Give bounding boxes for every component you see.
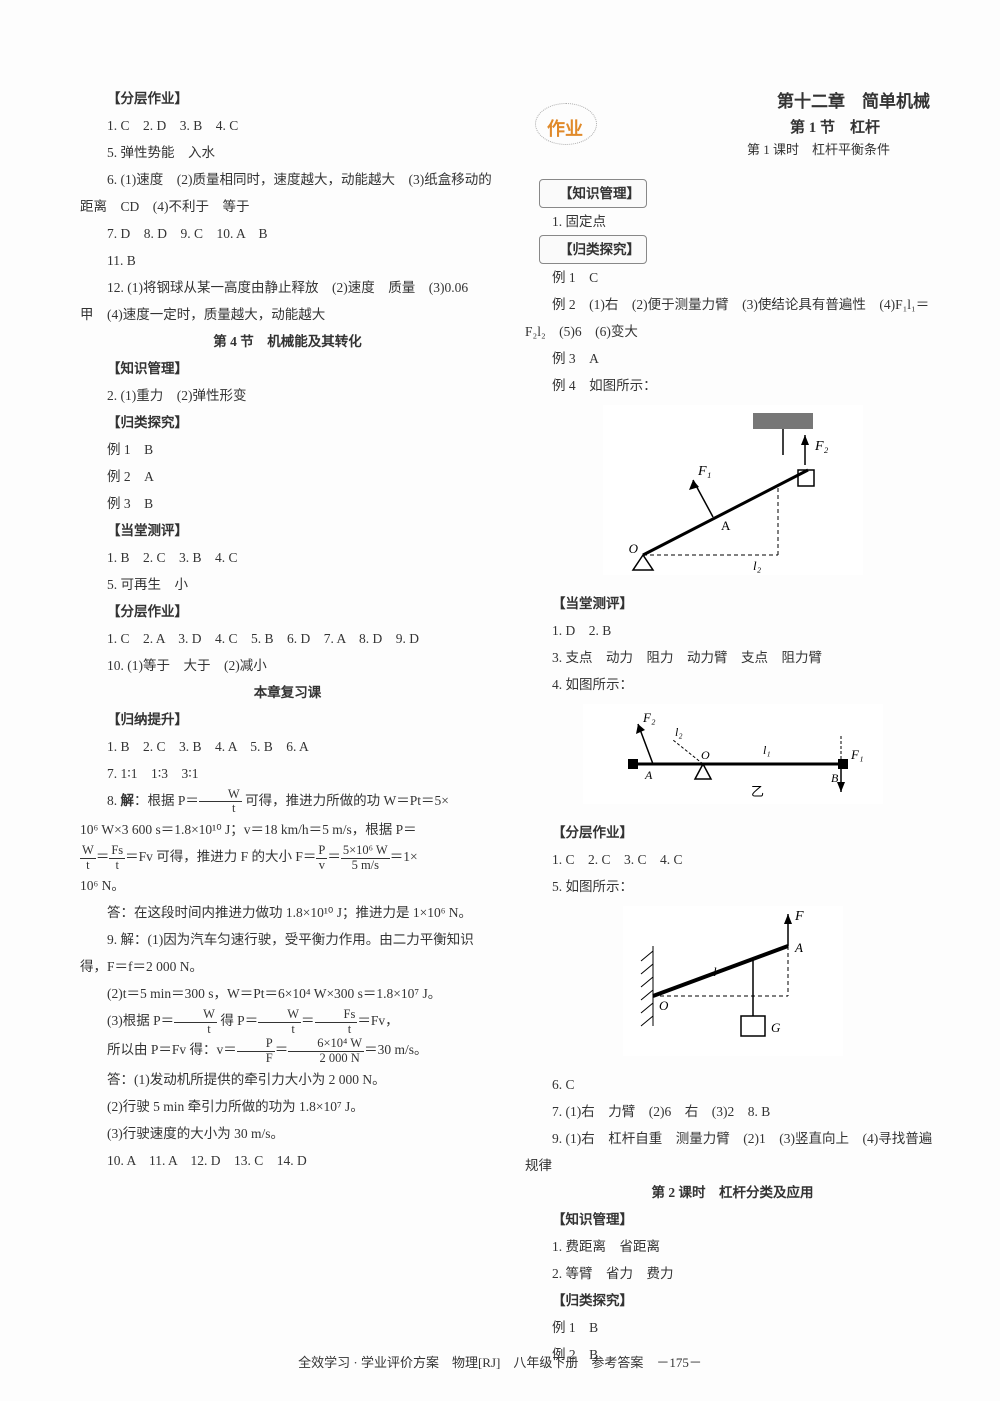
heading-zhishi: 【知识管理】	[525, 1206, 940, 1233]
svg-text:l: l	[713, 964, 717, 979]
page-footer: 全效学习 · 学业评价方案 物理[RJ] 八年级下册 参考答案 －175－	[0, 1352, 1000, 1371]
text-line: 3. 支点 动力 阻力 动力臂 支点 阻力臂	[525, 644, 940, 671]
heading-fenceng: 【分层作业】	[525, 819, 940, 846]
text-line: 2. 等臂 省力 费力	[525, 1260, 940, 1287]
text-line: 9. (1)右 杠杆自重 测量力臂 (2)1 (3)竖直向上 (4)寻找普遍规律	[525, 1125, 940, 1179]
text-line: 11. B	[80, 247, 495, 274]
text-line: 1. D 2. B	[525, 617, 940, 644]
heading-guilei-box: 【归类探究】	[525, 235, 940, 264]
svg-text:乙: 乙	[751, 784, 764, 799]
svg-text:l₂: l₂	[675, 725, 683, 739]
svg-text:O: O	[659, 998, 669, 1013]
text-line: 12. (1)将钢球从某一高度由静止释放 (2)速度 质量 (3)0.06 甲 …	[80, 274, 495, 328]
figure-lever-2: F₂ F₁ O A B l₂ l₁ 乙	[525, 704, 940, 813]
heading-dangtang: 【当堂测评】	[525, 590, 940, 617]
text-line: 6. C	[525, 1071, 940, 1098]
svg-text:A: A	[721, 518, 731, 533]
solution-q8c: Wt＝Fst＝Fv 可得，推进力 F 的大小 F＝Pv＝5×10⁶ W5 m/s…	[80, 843, 495, 872]
svg-text:F₂: F₂	[642, 710, 656, 725]
answer-q9b: (2)行驶 5 min 牵引力所做的功为 1.8×10⁷ J。	[80, 1093, 495, 1120]
example-line: 例 2 A	[80, 463, 495, 490]
chapter-header: 作业 第十二章 简单机械 第 1 节 杠杆 第 1 课时 杠杆平衡条件	[525, 85, 940, 175]
lesson-title: 第 1 课时 杠杆平衡条件	[747, 137, 890, 163]
text-line: 6. (1)速度 (2)质量相同时，速度越大，动能越大 (3)纸盒移动的距离 C…	[80, 166, 495, 220]
svg-text:O: O	[701, 748, 710, 762]
heading-zhishi-box: 【知识管理】	[525, 179, 940, 208]
text-line: 1. B 2. C 3. B 4. A 5. B 6. A	[80, 733, 495, 760]
heading-fenceng: 【分层作业】	[80, 85, 495, 112]
figure-lever-3: F A O l G	[525, 906, 940, 1065]
review-title: 本章复习课	[80, 679, 495, 706]
solution-q9: 9. 解：(1)因为汽车匀速行驶，受平衡力作用。由二力平衡知识得，F＝f＝2 0…	[80, 926, 495, 980]
answer-q8: 答：在这段时间内推进力做功 1.8×10¹⁰ J；推进力是 1×10⁶ N。	[80, 899, 495, 926]
right-column: 作业 第十二章 简单机械 第 1 节 杠杆 第 1 课时 杠杆平衡条件 【知识管…	[525, 85, 940, 1368]
example-line: 例 3 B	[80, 490, 495, 517]
left-column: 【分层作业】 1. C 2. D 3. B 4. C 5. 弹性势能 入水 6.…	[80, 85, 495, 1368]
text-line: 7. D 8. D 9. C 10. A B	[80, 220, 495, 247]
text-line: 7. (1)右 力臂 (2)6 右 (3)2 8. B	[525, 1098, 940, 1125]
text-line: 5. 可再生 小	[80, 571, 495, 598]
svg-text:O: O	[628, 541, 638, 556]
heading-dangtang: 【当堂测评】	[80, 517, 495, 544]
example-line: 例 1 C	[525, 264, 940, 291]
badge-text: 作业	[547, 111, 583, 147]
badge-graphic: 作业	[525, 95, 645, 165]
section-title: 第 4 节 机械能及其转化	[80, 328, 495, 355]
svg-text:B: B	[831, 771, 839, 785]
text-line: 10. A 11. A 12. D 13. C 14. D	[80, 1147, 495, 1174]
solution-q9d: 所以由 P＝Fv 得：v＝PF＝6×10⁴ W2 000 N＝30 m/s。	[80, 1036, 495, 1065]
heading-guina: 【归纳提升】	[80, 706, 495, 733]
heading-guilei: 【归类探究】	[525, 1287, 940, 1314]
svg-text:l₁: l₁	[763, 743, 771, 757]
heading-guilei: 【归类探究】	[80, 409, 495, 436]
answer-q9a: 答：(1)发动机所提供的牵引力大小为 2 000 N。	[80, 1066, 495, 1093]
svg-text:F₂: F₂	[814, 439, 829, 454]
text-line: 5. 弹性势能 入水	[80, 139, 495, 166]
example-line: 例 2 (1)右 (2)便于测量力臂 (3)使结论具有普遍性 (4)F₁l₁＝F…	[525, 291, 940, 345]
text-line: 7. 1∶1 1∶3 3∶1	[80, 760, 495, 787]
heading-fenceng: 【分层作业】	[80, 598, 495, 625]
text-line: 1. B 2. C 3. B 4. C	[80, 544, 495, 571]
solution-q8d: 10⁶ N。	[80, 872, 495, 899]
text-line: 1. C 2. A 3. D 4. C 5. B 6. D 7. A 8. D …	[80, 625, 495, 652]
text-line: 1. C 2. D 3. B 4. C	[80, 112, 495, 139]
heading-zhishi: 【知识管理】	[80, 355, 495, 382]
text-line: 4. 如图所示：	[525, 671, 940, 698]
text-line: 5. 如图所示：	[525, 873, 940, 900]
example-line: 例 3 A	[525, 345, 940, 372]
example-line: 例 1 B	[80, 436, 495, 463]
figure-lever-1: A F₁ F₂ O l₂	[525, 405, 940, 584]
example-line: 例 4 如图所示：	[525, 372, 940, 399]
svg-text:F₁: F₁	[697, 464, 711, 479]
example-line: 例 1 B	[525, 1314, 940, 1341]
svg-text:F₁: F₁	[850, 747, 863, 762]
solution-q9c: (3)根据 P＝Wt 得 P＝Wt＝Fst＝Fv，	[80, 1007, 495, 1036]
text-line: 2. (1)重力 (2)弹性形变	[80, 382, 495, 409]
text-line: 1. C 2. C 3. C 4. C	[525, 846, 940, 873]
text-line: 10. (1)等于 大于 (2)减小	[80, 652, 495, 679]
svg-text:A: A	[644, 768, 653, 782]
solution-q9b: (2)t＝5 min＝300 s，W＝Pt＝6×10⁴ W×300 s＝1.8×…	[80, 980, 495, 1007]
answer-q9c: (3)行驶速度的大小为 30 m/s。	[80, 1120, 495, 1147]
svg-text:G: G	[771, 1020, 781, 1035]
svg-text:A: A	[794, 940, 803, 955]
svg-text:F: F	[794, 909, 804, 924]
lesson-title-2: 第 2 课时 杠杆分类及应用	[525, 1179, 940, 1206]
text-line: 1. 固定点	[525, 208, 940, 235]
solution-q8b: 10⁶ W×3 600 s＝1.8×10¹⁰ J；v＝18 km/h＝5 m/s…	[80, 816, 495, 843]
page: 【分层作业】 1. C 2. D 3. B 4. C 5. 弹性势能 入水 6.…	[0, 0, 1000, 1401]
svg-text:l₂: l₂	[753, 558, 762, 573]
two-column-layout: 【分层作业】 1. C 2. D 3. B 4. C 5. 弹性势能 入水 6.…	[80, 85, 940, 1368]
solution-q8: 8. 解：根据 P＝Wt 可得，推进力所做的功 W＝Pt＝5×	[80, 787, 495, 816]
text-line: 1. 费距离 省距离	[525, 1233, 940, 1260]
